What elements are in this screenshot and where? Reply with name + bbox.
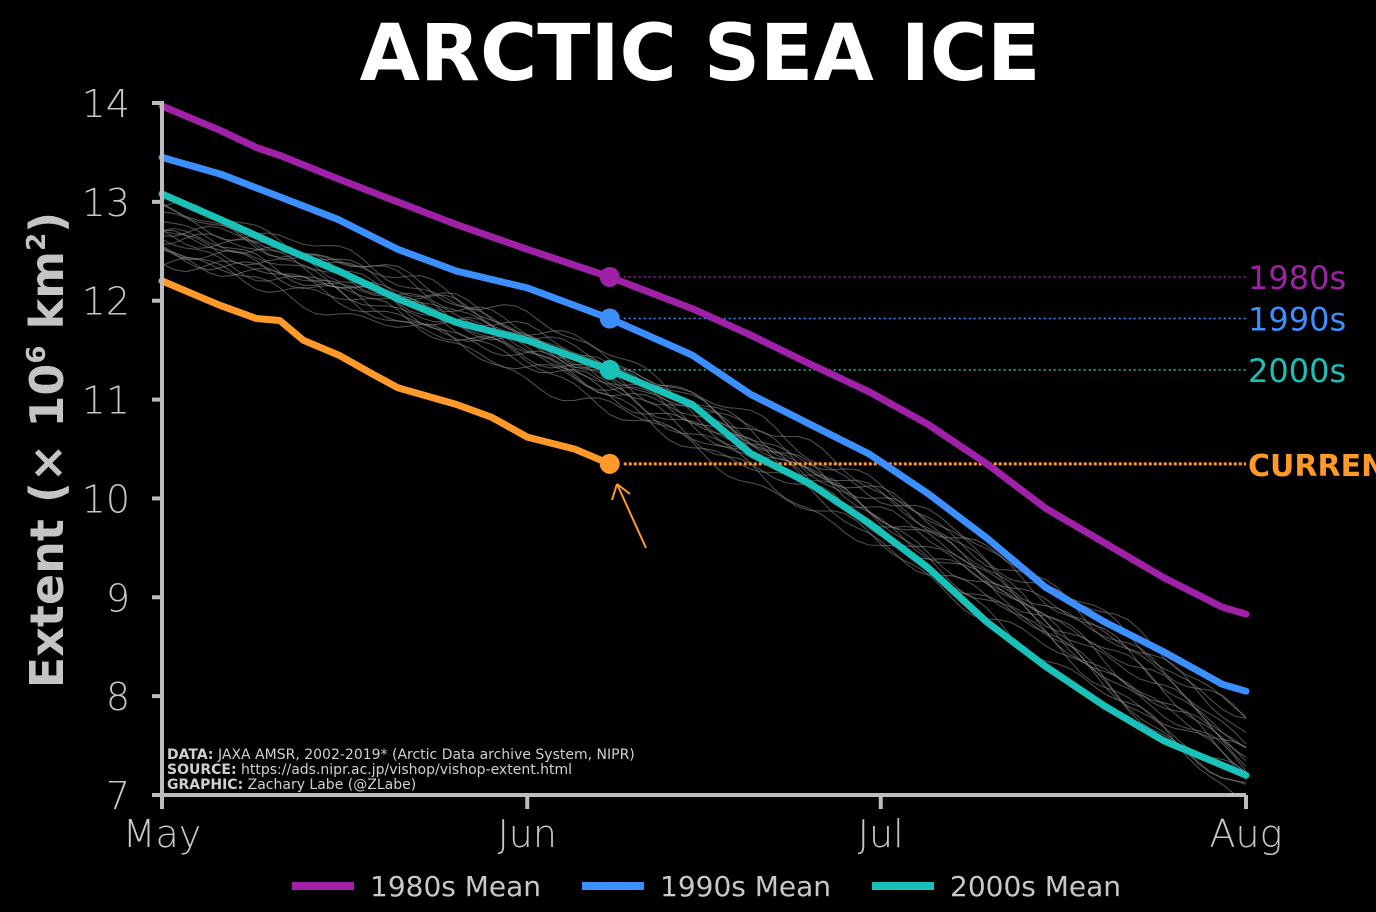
series-line-s1990 [158, 153, 1250, 695]
legend: 1980s Mean 1990s Mean 2000s Mean [292, 870, 1121, 903]
x-tick-label: Jun [498, 812, 557, 856]
marker-s1980 [599, 266, 620, 287]
marker-s1990 [599, 308, 620, 329]
y-axis-label: Extent (× 106 km2) [20, 212, 74, 688]
current-day-markers [599, 266, 620, 474]
background-year-line [161, 204, 1247, 719]
y-tick-label: 14 [82, 82, 130, 126]
svg-text:Extent (× 106 km2): Extent (× 106 km2) [20, 212, 74, 688]
background-year-line [161, 246, 1235, 795]
end-label-s1990: 1990s [1248, 301, 1346, 339]
y-tick-label: 10 [82, 477, 130, 521]
background-year-line [161, 249, 1247, 749]
y-axis-label-unit-exp: 2 [22, 233, 52, 251]
background-year-line [161, 245, 1247, 780]
y-tick-label: 13 [82, 181, 130, 225]
credit-line: SOURCE: https://ads.nipr.ac.jp/vishop/vi… [167, 762, 572, 778]
background-year-line [161, 221, 1247, 758]
credit-line: DATA: JAXA AMSR, 2002-2019* (Arctic Data… [167, 747, 635, 763]
background-year-line [161, 238, 1247, 767]
credit-line: GRAPHIC: Zachary Labe (@ZLabe) [167, 777, 416, 793]
series-line-s1980 [158, 102, 1250, 618]
series-line-current [158, 277, 614, 468]
credits-block: DATA: JAXA AMSR, 2002-2019* (Arctic Data… [167, 747, 635, 793]
x-axis-ticks: May Jun Jul Aug [123, 795, 1283, 856]
series-end-labels: 1980s 1990s 2000s CURRENT [1248, 259, 1376, 484]
end-label-current: CURRENT [1248, 449, 1376, 484]
x-tick-label: Jul [858, 812, 904, 856]
background-year-line [161, 211, 1247, 733]
background-year-line [161, 225, 1247, 748]
background-year-line [161, 246, 1247, 762]
end-label-s2000: 2000s [1248, 352, 1346, 390]
y-tick-label: 9 [106, 576, 130, 620]
background-year-lines [161, 201, 1247, 795]
chart-title: ARCTIC SEA ICE [360, 9, 1041, 99]
series-line-s2000 [158, 190, 1250, 779]
legend-label: 2000s Mean [950, 870, 1121, 903]
y-tick-label: 8 [106, 675, 130, 719]
y-tick-label: 11 [82, 379, 130, 423]
end-label-s1980: 1980s [1248, 259, 1346, 297]
y-tick-label: 7 [106, 774, 130, 818]
y-tick-label: 12 [82, 280, 130, 324]
background-year-line [161, 260, 1247, 718]
background-year-line [161, 202, 1247, 772]
marker-current [599, 453, 620, 474]
series-lines [158, 102, 1250, 779]
y-axis-label-unit: km [20, 251, 74, 346]
current-day-reference-lines [623, 276, 1246, 466]
background-year-line [161, 233, 1247, 719]
x-tick-label: May [123, 812, 202, 856]
legend-label: 1980s Mean [370, 870, 541, 903]
y-axis-label-main: Extent (× 10 [20, 364, 74, 689]
legend-label: 1990s Mean [660, 870, 831, 903]
y-axis-label-exp: 6 [22, 345, 52, 363]
y-axis-label-close: ) [20, 212, 74, 233]
marker-s2000 [599, 359, 620, 380]
background-year-line [161, 229, 1247, 745]
current-day-arrow [611, 483, 647, 549]
axes [160, 101, 1246, 797]
background-year-line [161, 227, 1247, 749]
background-year-line [161, 201, 1247, 785]
background-year-line [161, 257, 1247, 783]
y-axis-ticks: 7 8 9 10 11 12 13 14 [82, 82, 162, 818]
x-tick-label: Aug [1210, 812, 1283, 856]
